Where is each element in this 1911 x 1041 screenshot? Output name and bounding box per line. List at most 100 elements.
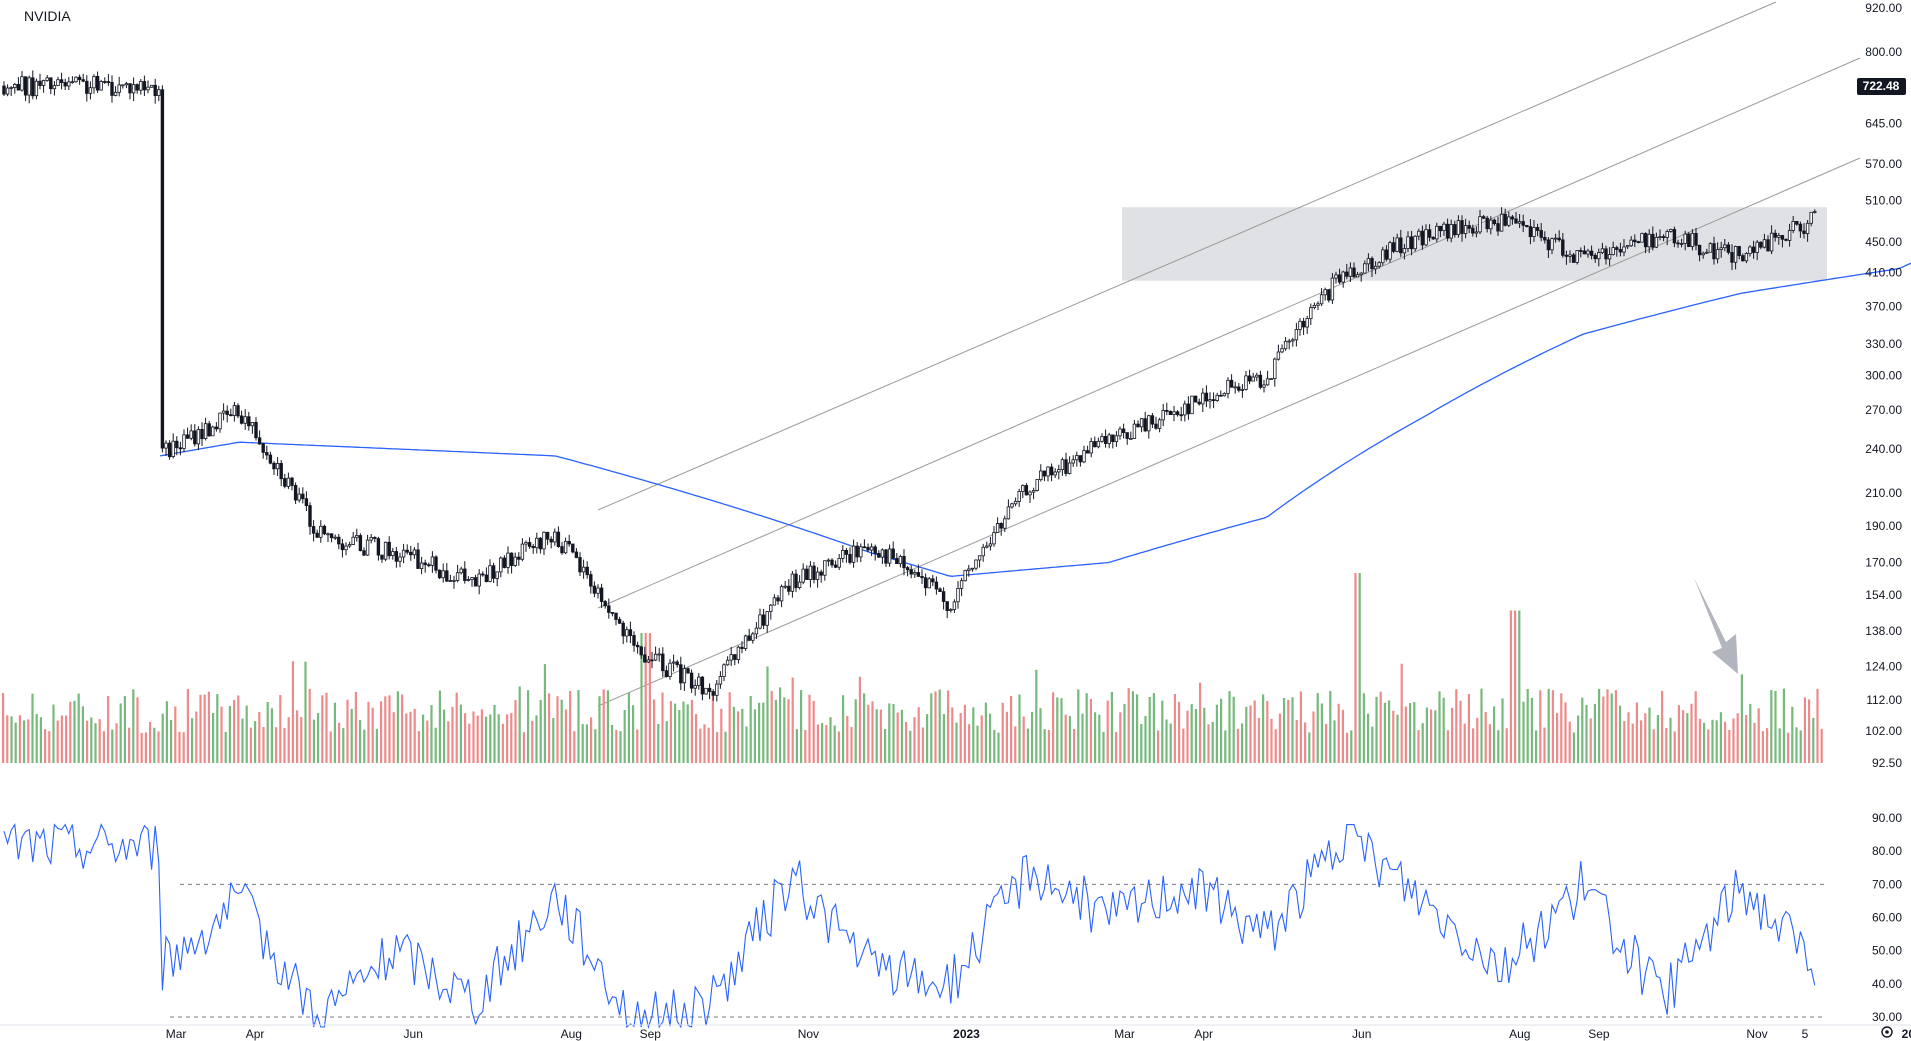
candle-body — [373, 537, 377, 539]
volume-bar — [304, 661, 307, 763]
volume-bar — [678, 710, 681, 763]
candle-body — [571, 543, 575, 553]
volume-bar — [1640, 720, 1643, 763]
candle-body — [1651, 233, 1655, 248]
volume-bar — [711, 694, 714, 763]
volume-bar — [1522, 701, 1525, 763]
volume-bar — [858, 676, 861, 763]
volume-bar — [1262, 694, 1265, 763]
volume-bar — [86, 720, 89, 763]
volume-bar — [1535, 730, 1538, 763]
volume-bar — [417, 731, 420, 763]
candle-body — [146, 86, 150, 91]
candle-body — [463, 568, 467, 581]
price-axis-tick: 210.00 — [1865, 486, 1902, 500]
volume-bar — [787, 699, 790, 763]
candle-body — [1582, 250, 1587, 255]
volume-bar — [812, 700, 815, 763]
volume-bar — [598, 696, 601, 763]
candle-body — [1244, 375, 1248, 390]
volume-bar — [296, 710, 299, 763]
volume-bar — [548, 693, 551, 763]
candle-body — [1150, 415, 1155, 425]
candle-body — [1085, 450, 1090, 454]
volume-bar — [1329, 690, 1332, 763]
volume-bar — [682, 701, 685, 763]
candle-body — [1334, 274, 1338, 279]
volume-bar — [1094, 712, 1097, 763]
volume-bar — [1215, 704, 1218, 763]
candle-body — [1309, 307, 1313, 320]
candle-body — [369, 537, 373, 541]
volume-bar — [111, 729, 114, 763]
volume-bar — [762, 702, 765, 763]
volume-bar — [997, 732, 1000, 763]
candle-body — [769, 604, 773, 613]
candle-body — [697, 676, 701, 686]
volume-bar — [1333, 720, 1336, 763]
candle-body — [1546, 239, 1551, 251]
volume-bar — [1257, 718, 1260, 763]
volume-bar — [585, 724, 588, 763]
volume-bar — [371, 707, 374, 763]
price-axis-tick: 920.00 — [1865, 1, 1902, 15]
candle-body — [1298, 320, 1302, 330]
candle-body — [553, 531, 557, 543]
candle-body — [351, 536, 355, 545]
candle-body — [740, 646, 744, 650]
volume-bar — [144, 732, 147, 763]
candle-body — [1759, 241, 1763, 248]
candle-body — [484, 574, 489, 582]
price-axis: 920.00 800.00 645.00 570.00 510.00 450.00 410.… — [1865, 1, 1902, 770]
volume-bar — [1140, 723, 1143, 763]
candle-body — [664, 670, 669, 678]
volume-bar — [850, 726, 853, 763]
volume-bar — [1577, 715, 1580, 763]
volume-bar — [728, 692, 731, 763]
candle-body — [765, 611, 769, 626]
candle-body — [495, 571, 499, 579]
time-axis-tick: Mar — [166, 1027, 187, 1041]
candle-body — [1157, 419, 1162, 429]
price-axis-tick: 300.00 — [1865, 369, 1902, 383]
candle-body — [725, 659, 730, 666]
candle-body — [1381, 249, 1385, 264]
volume-bar — [1728, 730, 1731, 763]
volume-bar — [1106, 700, 1109, 763]
candle-body — [1802, 230, 1806, 234]
volume-bar — [1325, 724, 1328, 763]
candle-body — [1031, 490, 1036, 493]
volume-bar — [720, 708, 723, 763]
candle-body — [1388, 242, 1392, 260]
candle-body — [920, 576, 924, 579]
volume-bar — [896, 712, 899, 763]
volume-bar — [1787, 732, 1790, 763]
volume-bar — [153, 727, 156, 763]
candle-body — [513, 556, 517, 566]
candle-body — [63, 82, 67, 87]
volume-bar — [413, 708, 416, 763]
volume-bar — [405, 713, 408, 763]
volume-bar — [1056, 697, 1059, 763]
candle-body — [1600, 248, 1605, 254]
volume-bar — [1799, 730, 1802, 763]
volume-bar — [892, 704, 895, 763]
volume-bar — [472, 711, 475, 763]
volume-bar — [1316, 693, 1319, 763]
candle-body — [761, 614, 766, 626]
candle-body — [747, 635, 751, 641]
candle-body — [1715, 249, 1720, 260]
candle-body — [578, 557, 582, 573]
candle-body — [13, 84, 17, 89]
volume-bar — [1686, 713, 1689, 763]
candle-body — [167, 442, 172, 458]
volume-bar — [623, 709, 626, 763]
candle-body — [1190, 395, 1194, 415]
volume-bar — [1152, 693, 1155, 763]
volume-bar — [1379, 691, 1382, 763]
gear-icon[interactable] — [1881, 1026, 1893, 1038]
volume-bar — [1581, 697, 1584, 763]
candle-body — [1323, 289, 1327, 296]
channel-line-2 — [597, 57, 1861, 609]
